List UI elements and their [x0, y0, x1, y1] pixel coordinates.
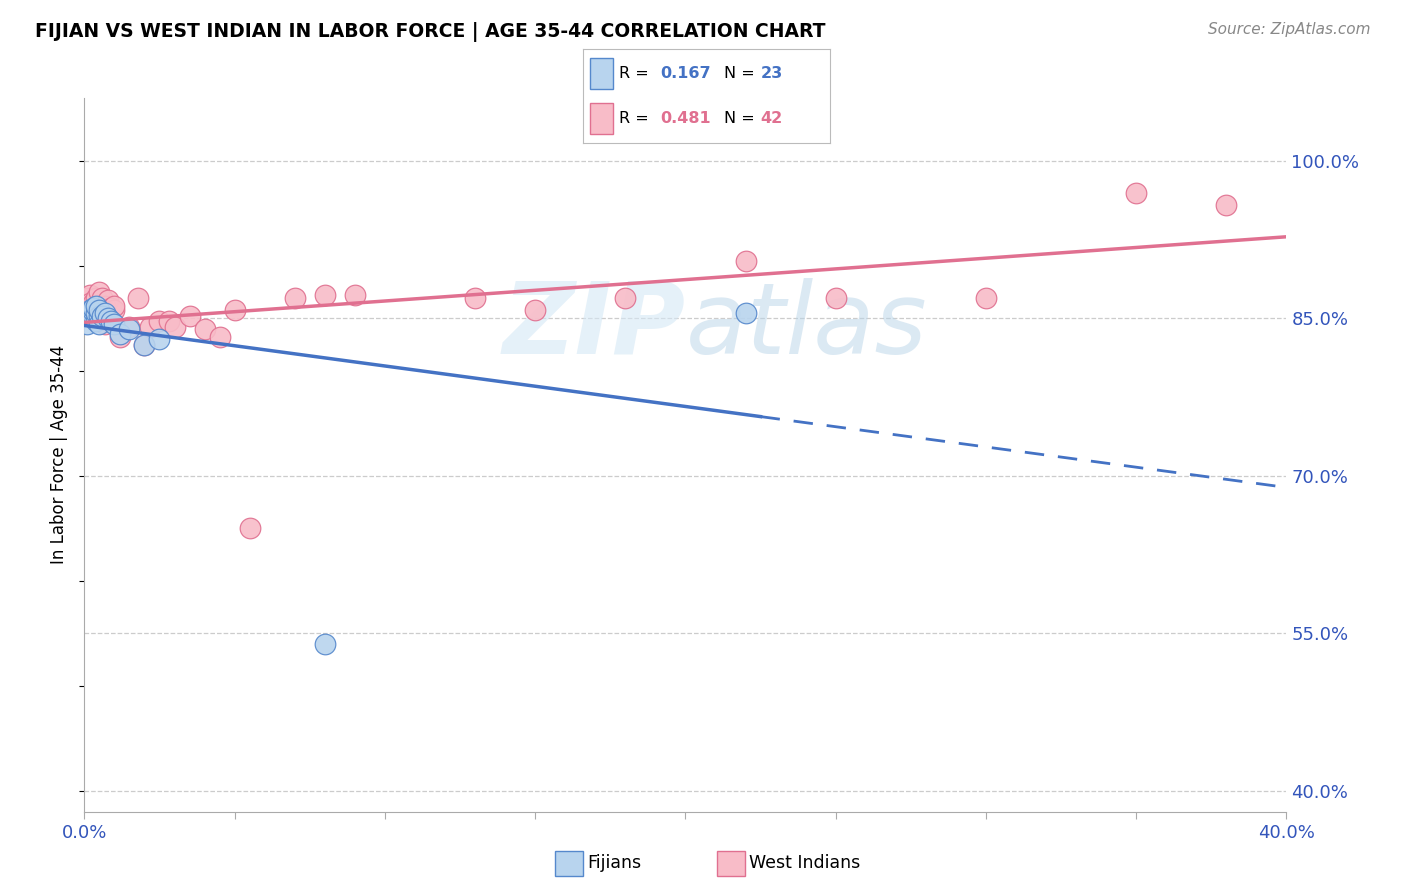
- Point: [82, 301, 104, 315]
- Text: N =: N =: [724, 111, 759, 126]
- Point: [91, 310, 114, 324]
- Point: [91, 291, 114, 305]
- Point: [127, 291, 149, 305]
- Point: [82, 310, 104, 324]
- Point: [82, 295, 104, 310]
- Point: [86, 299, 108, 313]
- Point: [100, 301, 122, 315]
- Text: 42: 42: [761, 111, 783, 126]
- Text: 0.167: 0.167: [659, 66, 710, 81]
- Point: [82, 299, 104, 313]
- Point: [343, 288, 366, 302]
- Point: [284, 291, 307, 305]
- Point: [89, 285, 111, 300]
- Point: [1125, 186, 1147, 200]
- Point: [94, 299, 117, 313]
- Point: [103, 303, 125, 318]
- Point: [224, 303, 246, 318]
- Point: [134, 337, 156, 351]
- Point: [1215, 198, 1237, 212]
- Text: R =: R =: [619, 66, 654, 81]
- Point: [163, 319, 186, 334]
- Point: [103, 299, 125, 313]
- Point: [76, 291, 98, 305]
- Text: R =: R =: [619, 111, 654, 126]
- Point: [89, 303, 111, 318]
- Point: [86, 306, 108, 320]
- Point: [76, 317, 98, 331]
- Point: [194, 322, 217, 336]
- Point: [89, 317, 111, 331]
- Point: [89, 299, 111, 313]
- Point: [464, 291, 486, 305]
- Text: N =: N =: [724, 66, 759, 81]
- Point: [208, 330, 231, 344]
- Point: [239, 521, 262, 535]
- Text: 23: 23: [761, 66, 783, 81]
- Point: [91, 303, 114, 318]
- Point: [314, 288, 336, 302]
- Point: [79, 306, 101, 320]
- Point: [94, 317, 117, 331]
- Point: [79, 288, 101, 302]
- Point: [179, 310, 201, 324]
- Point: [974, 291, 997, 305]
- Text: ZIP: ZIP: [502, 278, 686, 375]
- Point: [97, 311, 120, 326]
- Point: [824, 291, 846, 305]
- Y-axis label: In Labor Force | Age 35-44: In Labor Force | Age 35-44: [51, 345, 69, 565]
- Point: [79, 295, 101, 310]
- Point: [100, 313, 122, 327]
- Point: [157, 313, 180, 327]
- Point: [94, 306, 117, 320]
- Point: [524, 303, 547, 318]
- Bar: [589, 58, 613, 89]
- Point: [79, 303, 101, 318]
- Text: Fijians: Fijians: [588, 855, 641, 872]
- Point: [148, 313, 170, 327]
- Point: [118, 319, 141, 334]
- Point: [139, 319, 162, 334]
- Point: [86, 291, 108, 305]
- Bar: [589, 103, 613, 134]
- Point: [134, 337, 156, 351]
- Text: 0.481: 0.481: [659, 111, 710, 126]
- Text: West Indians: West Indians: [749, 855, 860, 872]
- Text: Source: ZipAtlas.com: Source: ZipAtlas.com: [1208, 22, 1371, 37]
- Text: FIJIAN VS WEST INDIAN IN LABOR FORCE | AGE 35-44 CORRELATION CHART: FIJIAN VS WEST INDIAN IN LABOR FORCE | A…: [35, 22, 825, 42]
- Point: [86, 313, 108, 327]
- Point: [110, 327, 132, 342]
- Point: [118, 322, 141, 336]
- Point: [734, 306, 756, 320]
- Point: [86, 306, 108, 320]
- Point: [82, 304, 104, 318]
- Point: [110, 330, 132, 344]
- Point: [614, 291, 637, 305]
- Point: [148, 333, 170, 347]
- Text: atlas: atlas: [686, 278, 927, 375]
- Point: [103, 317, 125, 331]
- Point: [97, 293, 120, 307]
- Point: [314, 637, 336, 651]
- Point: [89, 310, 111, 324]
- Point: [97, 313, 120, 327]
- Point: [734, 253, 756, 268]
